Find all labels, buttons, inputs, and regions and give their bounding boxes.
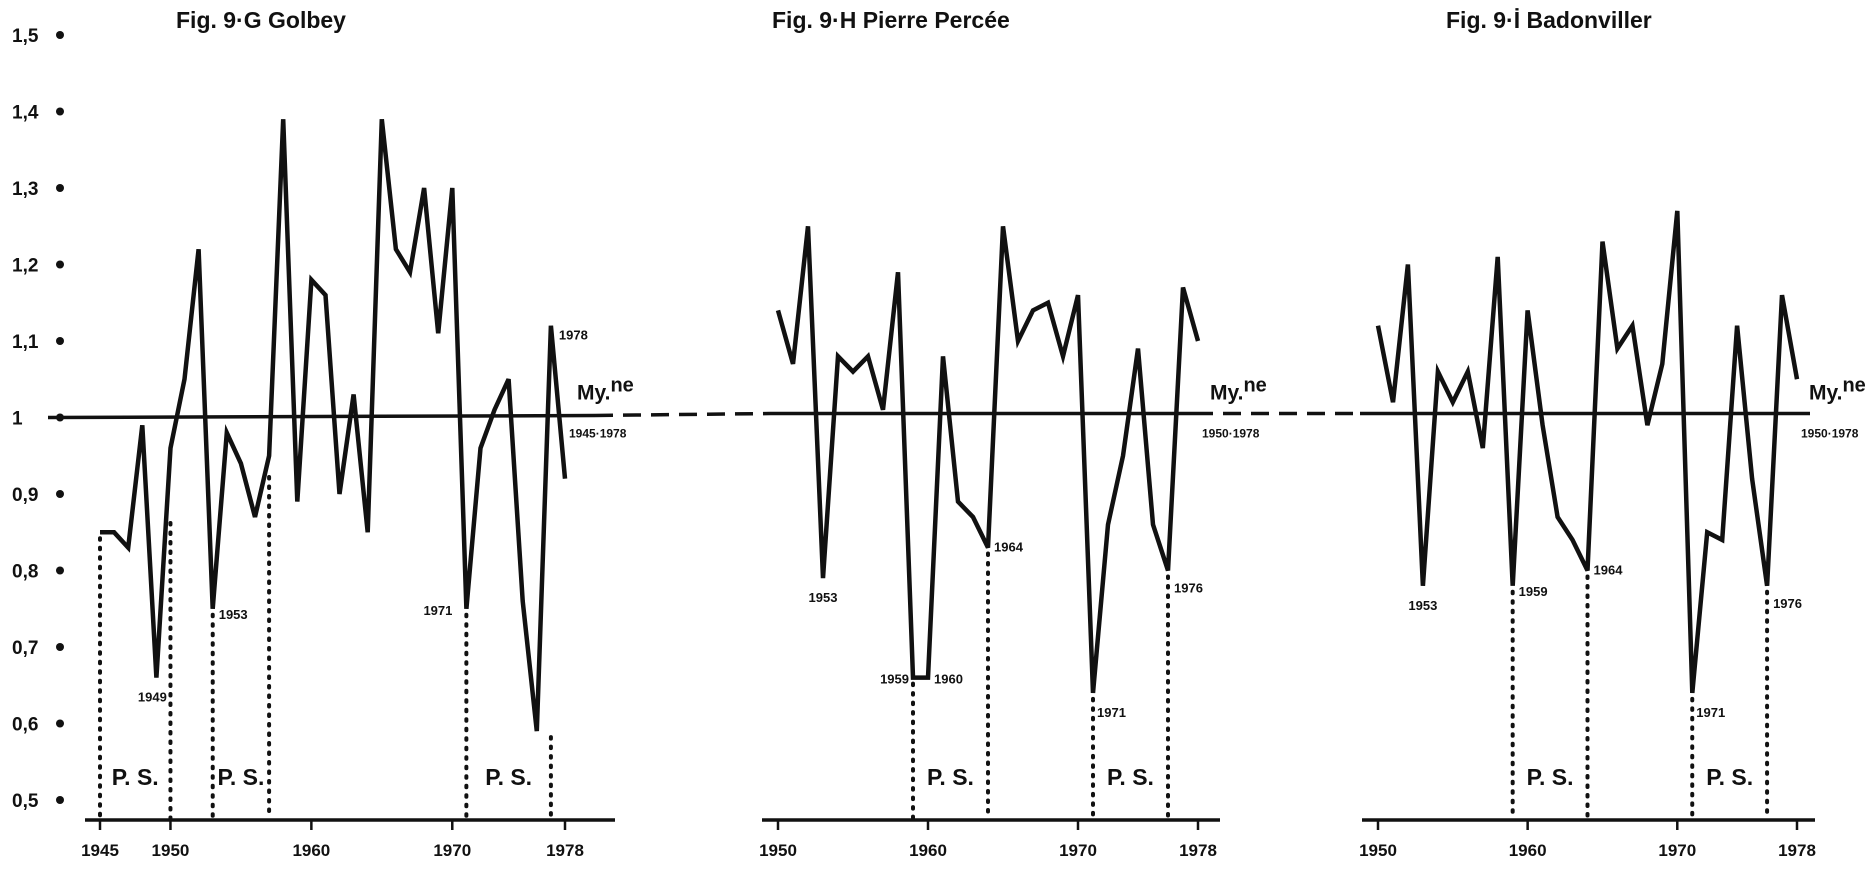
ps-label: P. S. [1706,764,1753,790]
dry-year-label: 1953 [1408,598,1437,613]
x-tick-label: 1950 [152,841,190,860]
ps-label: P. S. [1107,764,1154,790]
y-tick-dot [56,184,64,192]
y-tick-label: 1,3 [12,179,38,200]
x-tick-label: 1960 [292,841,330,860]
panel-title: Fig. 9·İ Badonviller [1446,7,1652,33]
y-tick-label: 0,5 [12,791,39,812]
mean-label-main: My. [1210,382,1243,405]
y-tick-dot [56,643,64,651]
ps-label: P. S. [927,764,974,790]
mean-label-sup: ne [1243,375,1266,397]
panel-1: Fig. 9·G Golbey 1945 1950 1960 1970 1978 1949 1… [81,7,634,860]
dry-year-label: 1971 [423,603,452,618]
dry-year-label: 1953 [219,607,248,622]
y-tick-label: 1,1 [12,332,39,353]
y-tick-label: 1,2 [12,256,38,277]
x-tick-label: 1978 [546,841,584,860]
panel-title: Fig. 9·H Pierre Percée [772,7,1010,33]
x-tick-label: 1978 [1179,841,1217,860]
ps-label: P. S. [485,764,532,790]
x-tick-label: 1960 [1509,841,1547,860]
mean-label: My.ne [1809,375,1866,405]
y-tick-dot [56,567,64,575]
y-tick-label: 0,9 [12,485,38,506]
x-tick-label: 1970 [433,841,471,860]
y-tick-label: 1,5 [12,26,39,47]
dry-year-label: 1976 [1174,581,1203,596]
mean-label-main: My. [1809,382,1842,405]
mean-label-sup: ne [610,375,633,397]
y-tick-dot [56,490,64,498]
y-tick-dot [56,796,64,804]
y-tick-dot [56,720,64,728]
x-tick-label: 1950 [1359,841,1397,860]
mean-label: My.ne [577,375,634,405]
reference-line [48,414,1810,418]
y-tick-label: 1 [12,409,23,430]
ps-label: P. S. [112,764,159,790]
dry-year-label: 1971 [1696,705,1725,720]
x-tick-label: 1945 [81,841,119,860]
y-tick-label: 0,7 [12,638,38,659]
ps-label: P. S. [1527,764,1574,790]
dry-year-label: 1959 [880,672,909,687]
y-tick-label: 0,6 [12,715,38,736]
dry-year-label: 1976 [1773,596,1802,611]
series-line [1378,211,1797,693]
dry-year-label: 1964 [1594,563,1624,578]
x-tick-label: 1978 [1778,841,1816,860]
mean-range-label: 1950·1978 [1202,427,1260,441]
x-tick-label: 1950 [759,841,797,860]
y-tick-dot [56,31,64,39]
dry-year-label: 1949 [138,690,167,705]
y-tick-dot [56,261,64,269]
y-tick-dot [56,108,64,116]
mean-label: My.ne [1210,375,1267,405]
mean-label-sup: ne [1842,375,1865,397]
x-tick-label: 1970 [1059,841,1097,860]
x-tick-label: 1970 [1658,841,1696,860]
ps-label: P. S. [217,764,264,790]
panel-title: Fig. 9·G Golbey [176,7,346,33]
dry-year-label: 1964 [994,540,1024,555]
y-tick-label: 1,4 [12,103,39,124]
dry-year-label: 1960 [934,672,963,687]
mean-label-main: My. [577,382,610,405]
x-tick-label: 1960 [909,841,947,860]
dry-year-label: 1959 [1519,584,1548,599]
mean-range-label: 1950·1978 [1801,427,1859,441]
dry-year-label: 1978 [559,328,588,343]
panel-3: Fig. 9·İ Badonviller 1950 1960 1970 1978 1953… [1359,7,1866,860]
mean-range-label: 1945·1978 [569,427,627,441]
dry-year-label: 1953 [809,590,838,605]
y-tick-dot [56,337,64,345]
dry-year-label: 1971 [1097,705,1126,720]
reference-line-dashed [595,414,770,416]
y-tick-label: 0,8 [12,562,38,583]
panel-2: Fig. 9·H Pierre Percée 1950 1960 1970 1978 19… [759,7,1267,860]
